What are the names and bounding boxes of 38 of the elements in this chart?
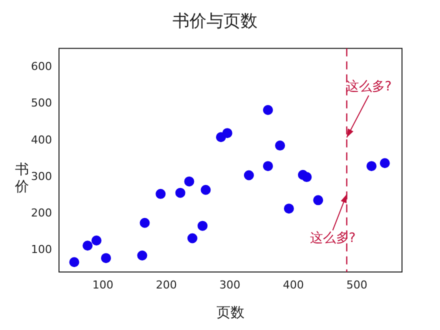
point (82, 240, 93, 251)
point (140, 218, 150, 228)
y-tick-label: 400 (30, 133, 52, 146)
point (137, 250, 148, 261)
point (380, 158, 390, 168)
chart-title: 书价与页数 (172, 12, 258, 32)
x-tick-label: 500 (346, 278, 368, 292)
point (366, 161, 377, 172)
x-axis-title: 页数 (216, 305, 244, 322)
point (69, 257, 80, 268)
point (156, 188, 166, 199)
point (198, 220, 208, 231)
point (175, 188, 186, 198)
annotation: 这么多? (310, 231, 356, 246)
x-tick-label: 200 (156, 278, 177, 292)
point (101, 253, 111, 264)
point (284, 204, 294, 214)
y-tick-label: 500 (30, 96, 52, 110)
x-tick-label: 400 (282, 278, 304, 292)
point (262, 161, 273, 172)
point (262, 104, 273, 115)
y-tick-label: 100 (30, 243, 52, 256)
annotation: 这么多? (346, 79, 392, 94)
point (184, 176, 194, 186)
x-tick-label: 300 (219, 278, 240, 292)
y-tick-label: 600 (30, 60, 52, 73)
y-tick-label: 200 (30, 206, 52, 220)
point (200, 184, 211, 195)
x-tick-label: 100 (92, 278, 114, 292)
y-axis-title: 书价 (14, 162, 30, 196)
point (275, 140, 286, 151)
point (313, 195, 324, 206)
point (222, 128, 232, 138)
point (302, 172, 312, 182)
point (244, 170, 254, 180)
y-tick-label: 300 (30, 170, 52, 183)
point (91, 235, 102, 246)
point (187, 233, 198, 244)
